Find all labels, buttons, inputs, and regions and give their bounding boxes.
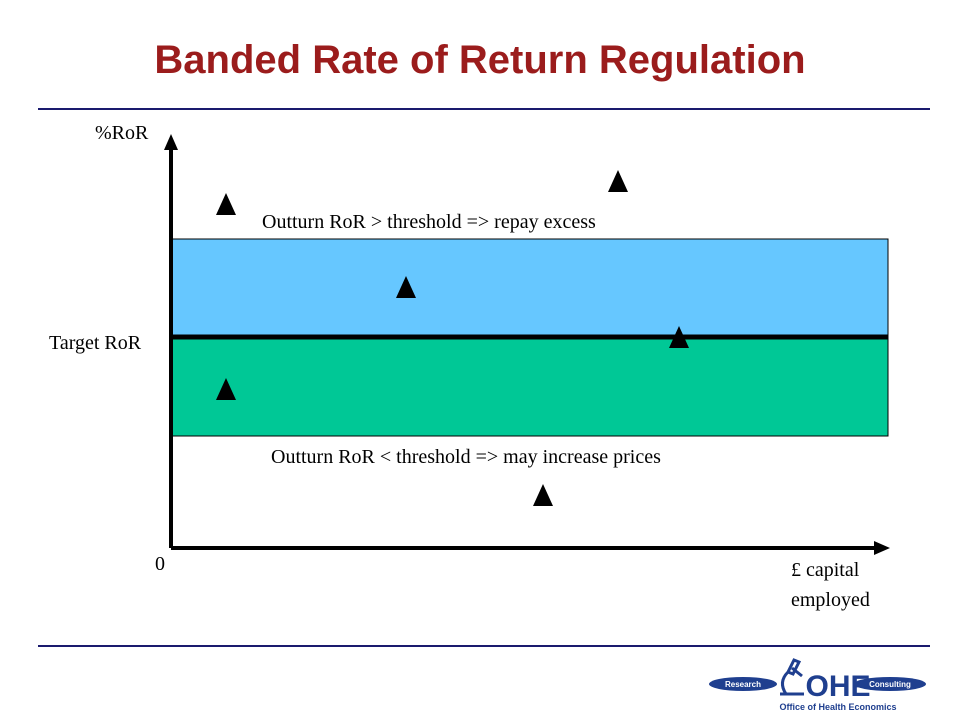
page-title: Banded Rate of Return Regulation — [154, 38, 806, 82]
triangle-marker-icon — [533, 484, 553, 506]
logo-left-tag-text: Research — [725, 680, 761, 689]
y-axis-arrow-icon — [164, 134, 178, 150]
ohe-logo: Research Consulting OHE Office of Health… — [709, 658, 926, 712]
triangle-marker-icon — [669, 326, 689, 348]
top-divider — [38, 108, 930, 110]
bottom-divider — [38, 645, 930, 647]
triangle-marker-icon — [608, 170, 628, 192]
x-axis-arrow-icon — [874, 541, 890, 555]
lower-band — [170, 336, 889, 437]
x-axis-label-line2: employed — [791, 589, 870, 611]
logo-left-tag — [709, 677, 777, 691]
logo-right-tag-text: Consulting — [869, 680, 911, 689]
triangle-marker-icon — [216, 378, 236, 400]
upper-band — [170, 238, 889, 338]
triangle-marker-icon — [216, 193, 236, 215]
x-axis-label-line1: £ capital — [791, 559, 860, 581]
microscope-icon — [780, 658, 804, 696]
logo-subtitle: Office of Health Economics — [779, 702, 896, 712]
y-axis-label: %RoR — [95, 122, 149, 144]
triangle-marker-icon — [396, 276, 416, 298]
origin-label: 0 — [155, 553, 165, 575]
logo-right-tag — [854, 677, 926, 691]
logo-wordmark: OHE — [805, 670, 870, 703]
upper-annotation: Outturn RoR > threshold => repay excess — [262, 211, 596, 233]
target-ror-label: Target RoR — [49, 332, 142, 354]
lower-annotation: Outturn RoR < threshold => may increase … — [271, 446, 661, 468]
